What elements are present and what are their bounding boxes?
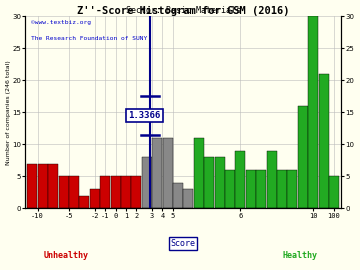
Bar — [215, 157, 225, 208]
Text: Healthy: Healthy — [283, 251, 318, 260]
Bar — [329, 176, 339, 208]
Bar — [225, 170, 235, 208]
Bar — [111, 176, 121, 208]
Bar — [194, 138, 204, 208]
Title: Z''-Score Histogram for GSM (2016): Z''-Score Histogram for GSM (2016) — [77, 6, 289, 16]
Text: 1.3366: 1.3366 — [129, 111, 161, 120]
Bar — [277, 170, 287, 208]
Bar — [38, 164, 48, 208]
Bar — [59, 176, 68, 208]
Bar — [287, 170, 297, 208]
Text: ©www.textbiz.org: ©www.textbiz.org — [31, 20, 91, 25]
Bar — [163, 138, 172, 208]
Bar — [204, 157, 214, 208]
Text: Sector: Basic Materials: Sector: Basic Materials — [126, 6, 241, 15]
Bar — [184, 189, 193, 208]
Bar — [100, 176, 110, 208]
Bar — [142, 157, 152, 208]
Bar — [298, 106, 308, 208]
Bar — [319, 74, 329, 208]
Text: The Research Foundation of SUNY: The Research Foundation of SUNY — [31, 36, 148, 40]
Bar — [152, 138, 162, 208]
Bar — [173, 183, 183, 208]
Bar — [235, 151, 245, 208]
Bar — [90, 189, 100, 208]
Text: Score: Score — [171, 239, 196, 248]
Bar — [80, 195, 89, 208]
Text: Unhealthy: Unhealthy — [44, 251, 89, 260]
Bar — [256, 170, 266, 208]
Y-axis label: Number of companies (246 total): Number of companies (246 total) — [5, 60, 10, 165]
Bar — [131, 176, 141, 208]
Bar — [69, 176, 79, 208]
Bar — [308, 16, 318, 208]
Bar — [48, 164, 58, 208]
Bar — [121, 176, 131, 208]
Bar — [27, 164, 37, 208]
Bar — [246, 170, 256, 208]
Bar — [267, 151, 276, 208]
